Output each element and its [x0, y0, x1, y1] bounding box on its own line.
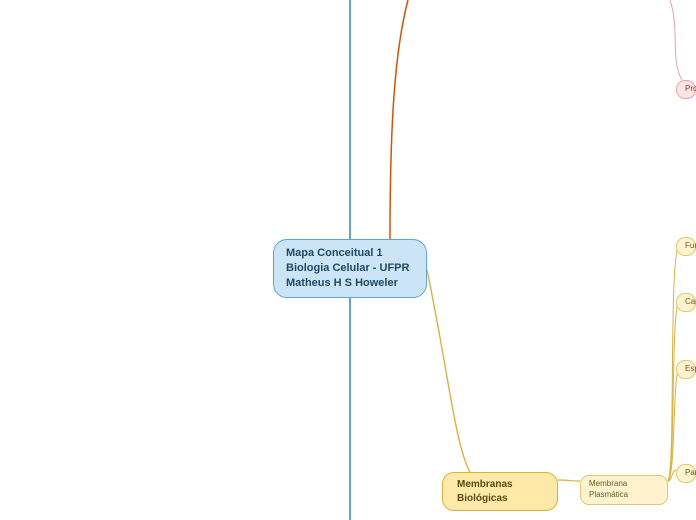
edge	[670, 0, 682, 80]
node-pared[interactable]: Pare	[676, 464, 696, 483]
node-carac[interactable]: Cara	[676, 293, 696, 312]
node-plasmatica[interactable]: Membrana Plasmática	[580, 475, 668, 505]
node-membranas[interactable]: Membranas Biológicas	[442, 472, 558, 511]
mindmap-canvas: Mapa Conceitual 1 Biologia Celular - UFP…	[0, 0, 696, 520]
edge	[390, 0, 408, 239]
node-func[interactable]: Funç	[676, 237, 696, 256]
edge	[668, 299, 680, 481]
node-espec[interactable]: Espe	[676, 360, 696, 379]
edge	[558, 480, 580, 481]
edge	[427, 270, 470, 472]
edge	[668, 366, 680, 481]
root-node[interactable]: Mapa Conceitual 1 Biologia Celular - UFP…	[273, 239, 427, 298]
node-proto[interactable]: Prot	[676, 80, 696, 99]
